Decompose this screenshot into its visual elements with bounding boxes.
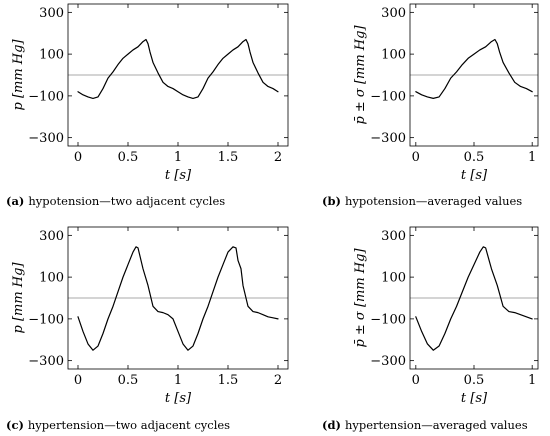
caption-text: hypertension—two adjacent cycles bbox=[28, 418, 230, 432]
x-tick-label: 0.5 bbox=[464, 150, 485, 165]
x-tick-label: 1 bbox=[528, 373, 536, 388]
y-tick-label: 100 bbox=[39, 271, 64, 286]
y-tick-label: −300 bbox=[370, 131, 406, 146]
y-tick-label: −100 bbox=[370, 312, 406, 327]
caption-text: hypotension—averaged values bbox=[345, 194, 522, 208]
panel-caption: (b) hypotension—averaged values bbox=[322, 194, 522, 208]
y-tick-label: −300 bbox=[370, 354, 406, 369]
caption-id: (a) bbox=[6, 194, 24, 208]
pressure-curve bbox=[415, 38, 533, 99]
caption-text: hypotension—two adjacent cycles bbox=[28, 194, 225, 208]
x-tick-label: 1.5 bbox=[218, 150, 239, 165]
x-tick-label: 0 bbox=[74, 373, 82, 388]
x-axis-label: t [s] bbox=[165, 391, 192, 406]
x-tick-label: 0 bbox=[412, 373, 420, 388]
x-axis-label: t [s] bbox=[165, 168, 192, 183]
caption-id: (c) bbox=[6, 418, 24, 432]
pressure-curve bbox=[77, 38, 279, 99]
y-tick-label: −100 bbox=[28, 312, 64, 327]
panel-a: 0 0.5 1 1.5 2 −300 −100 100 300 t [s] p [mm Hg] (a)… bbox=[6, 3, 289, 208]
x-tick-label: 1 bbox=[174, 150, 182, 165]
y-tick-label: 300 bbox=[381, 6, 406, 21]
panel-b: 0 0.5 1 −300 −100 100 300 t [s] p̄ ± σ [mm Hg] (b… bbox=[322, 3, 539, 208]
x-axis-label: t [s] bbox=[461, 391, 488, 406]
caption-id: (b) bbox=[322, 194, 341, 208]
x-tick-label: 1 bbox=[528, 150, 536, 165]
x-tick-label: 0.5 bbox=[118, 373, 139, 388]
y-axis-label: p̄ ± σ [mm Hg] bbox=[353, 25, 368, 125]
y-tick-label: 300 bbox=[39, 229, 64, 244]
panel-caption: (d) hypertension—averaged values bbox=[322, 418, 528, 432]
x-tick-label: 0 bbox=[412, 150, 420, 165]
x-tick-label: 2 bbox=[274, 373, 282, 388]
x-tick-label: 0.5 bbox=[464, 373, 485, 388]
x-axis-label: t [s] bbox=[461, 168, 488, 183]
y-tick-label: 100 bbox=[381, 48, 406, 63]
caption-text: hypertension—averaged values bbox=[345, 418, 528, 432]
y-axis-label: p [mm Hg] bbox=[11, 262, 26, 334]
x-tick-label: 2 bbox=[274, 150, 282, 165]
y-tick-label: 100 bbox=[39, 48, 64, 63]
y-tick-label: −300 bbox=[28, 131, 64, 146]
x-tick-label: 1.5 bbox=[218, 373, 239, 388]
x-tick-label: 1 bbox=[174, 373, 182, 388]
caption-id: (d) bbox=[322, 418, 341, 432]
y-axis-label: p̄ ± σ [mm Hg] bbox=[353, 248, 368, 348]
panel-caption: (a) hypotension—two adjacent cycles bbox=[6, 194, 225, 208]
pressure-curve bbox=[415, 246, 533, 351]
y-axis-label: p [mm Hg] bbox=[11, 39, 26, 111]
y-tick-label: 300 bbox=[381, 229, 406, 244]
y-tick-label: 300 bbox=[39, 6, 64, 21]
y-tick-label: 100 bbox=[381, 271, 406, 286]
panel-c: 0 0.5 1 1.5 2 −300 −100 100 300 t [s] p [mm Hg] (c)… bbox=[6, 226, 289, 432]
panel-caption: (c) hypertension—two adjacent cycles bbox=[6, 418, 230, 432]
y-tick-label: −100 bbox=[28, 89, 64, 104]
y-tick-label: −100 bbox=[370, 89, 406, 104]
panel-d: 0 0.5 1 −300 −100 100 300 t [s] p̄ ± σ [mm Hg] (d… bbox=[322, 226, 539, 432]
y-tick-label: −300 bbox=[28, 354, 64, 369]
x-tick-label: 0 bbox=[74, 150, 82, 165]
pressure-curve bbox=[77, 246, 279, 351]
x-tick-label: 0.5 bbox=[118, 150, 139, 165]
